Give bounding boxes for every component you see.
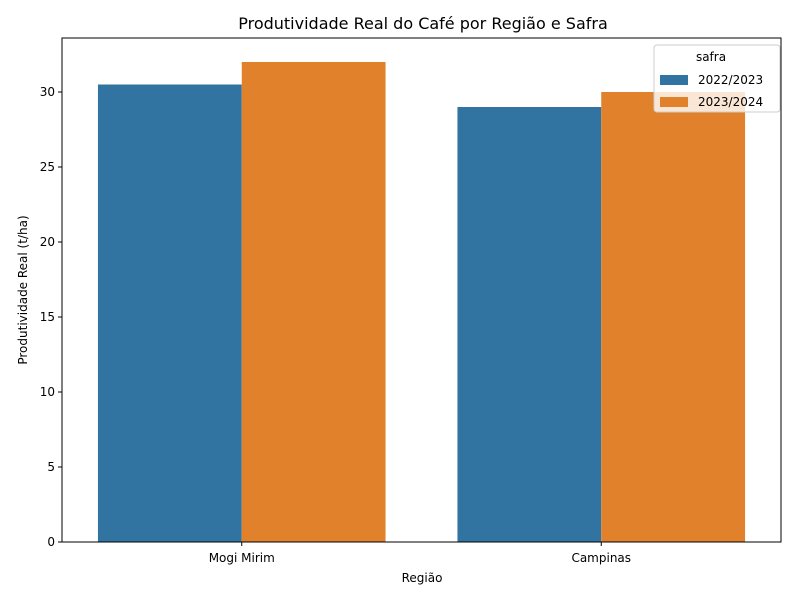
bar	[241, 62, 386, 542]
x-tick-label: Mogi Mirim	[209, 551, 275, 565]
bars-group	[97, 62, 746, 542]
legend-title: safra	[696, 50, 726, 64]
x-tick-label: Campinas	[571, 551, 631, 565]
y-tick-label: 20	[40, 235, 55, 249]
y-tick-label: 5	[47, 460, 55, 474]
y-tick-label: 30	[40, 85, 55, 99]
y-tick-label: 0	[47, 535, 55, 549]
y-tick-label: 25	[40, 160, 55, 174]
x-axis-ticks: Mogi Mirim Campinas	[209, 542, 631, 565]
legend-label: 2022/2023	[698, 73, 763, 87]
chart-title: Produtividade Real do Café por Região e …	[238, 14, 608, 33]
legend-swatch	[660, 97, 688, 107]
y-axis-label: Produtividade Real (t/ha)	[16, 215, 30, 364]
legend-frame	[653, 44, 781, 113]
legend: safra 2022/2023 2023/2024	[653, 44, 781, 113]
y-tick-label: 10	[40, 385, 55, 399]
bar	[601, 92, 746, 542]
bar	[97, 84, 242, 542]
legend-swatch	[660, 75, 688, 85]
y-tick-label: 15	[40, 310, 55, 324]
bar	[457, 107, 602, 542]
legend-label: 2023/2024	[698, 95, 763, 109]
plot-frame	[61, 37, 782, 543]
x-axis-label: Região	[402, 571, 443, 585]
y-axis-ticks: 0 5 10 15 20 25 30	[40, 85, 62, 549]
